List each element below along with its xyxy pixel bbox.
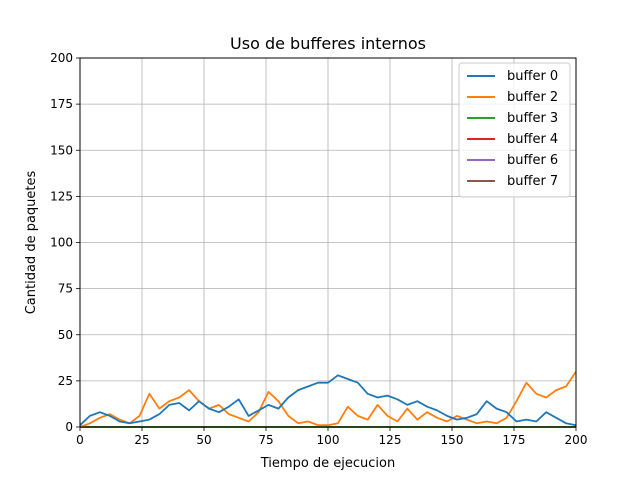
x-tick-label: 100 bbox=[317, 433, 340, 447]
legend-label: buffer 2 bbox=[507, 90, 558, 105]
series-line-buffer-0 bbox=[79, 374, 577, 427]
legend-label: buffer 4 bbox=[507, 132, 558, 147]
x-tick-label: 0 bbox=[76, 433, 84, 447]
x-tick-label: 75 bbox=[258, 433, 273, 447]
y-axis-label: Cantidad de paquetes bbox=[24, 171, 39, 315]
y-tick-label: 175 bbox=[50, 97, 73, 111]
y-tick-label: 50 bbox=[58, 328, 73, 342]
x-axis-ticks: 0 25 50 75 100 125 150 175 200 bbox=[76, 427, 587, 447]
series-line-buffer-2 bbox=[79, 371, 577, 428]
x-tick-label: 125 bbox=[379, 433, 402, 447]
x-tick-label: 50 bbox=[196, 433, 211, 447]
x-axis-label: Tiempo de ejecucion bbox=[260, 456, 395, 471]
chart-title: Uso de bufferes internos bbox=[230, 34, 426, 53]
x-tick-label: 25 bbox=[134, 433, 149, 447]
x-tick-label: 150 bbox=[441, 433, 464, 447]
x-tick-label: 175 bbox=[503, 433, 526, 447]
legend-label: buffer 7 bbox=[507, 174, 558, 189]
y-axis-ticks: 0 25 50 75 100 125 150 175 200 bbox=[50, 51, 80, 434]
y-tick-label: 25 bbox=[58, 374, 73, 388]
y-tick-label: 150 bbox=[50, 143, 73, 157]
x-tick-label: 200 bbox=[565, 433, 588, 447]
y-tick-label: 125 bbox=[50, 189, 73, 203]
legend: buffer 0 buffer 2 buffer 3 buffer 4 buffer 6… bbox=[458, 62, 571, 198]
legend-label: buffer 6 bbox=[507, 153, 558, 168]
y-tick-label: 75 bbox=[58, 282, 73, 296]
legend-label: buffer 3 bbox=[507, 111, 558, 126]
y-tick-label: 100 bbox=[50, 236, 73, 250]
y-tick-label: 0 bbox=[65, 420, 73, 434]
y-tick-label: 200 bbox=[50, 51, 73, 65]
legend-label: buffer 0 bbox=[507, 69, 558, 84]
